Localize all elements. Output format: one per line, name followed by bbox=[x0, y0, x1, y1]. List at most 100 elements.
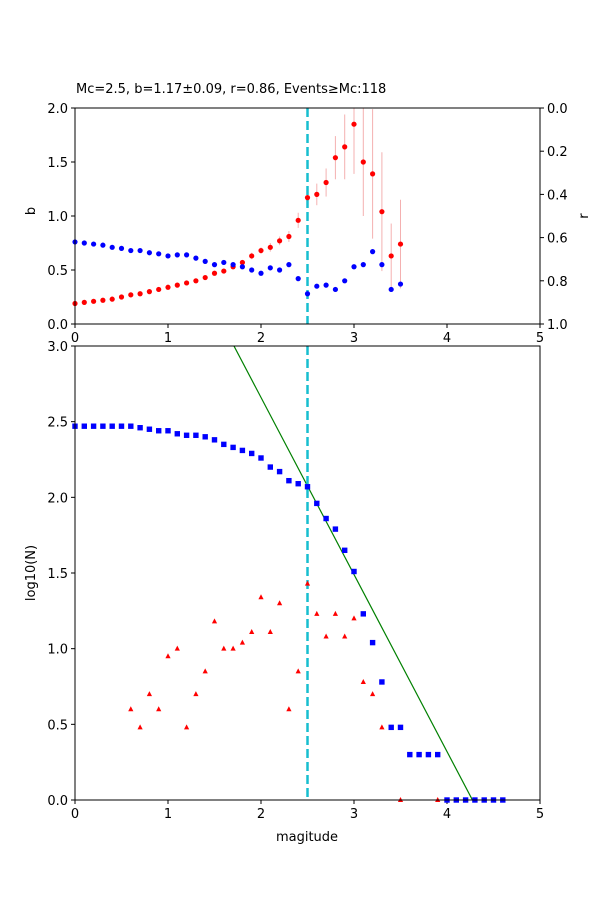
top-y-right-tick-label: 0.8 bbox=[547, 275, 568, 290]
cumulative-point bbox=[267, 464, 273, 470]
cumulative-point bbox=[379, 679, 385, 685]
noncumulative-point bbox=[239, 639, 245, 645]
noncumulative-point bbox=[342, 633, 348, 639]
r-value-point bbox=[193, 255, 199, 261]
r-value-point bbox=[370, 249, 376, 255]
b-value-point bbox=[184, 280, 190, 286]
r-value-point bbox=[360, 262, 366, 268]
top-y-right-tick-label: 0.4 bbox=[547, 188, 568, 203]
noncumulative-point bbox=[360, 678, 366, 684]
b-value-point bbox=[100, 297, 106, 303]
cumulative-point bbox=[193, 432, 199, 438]
bottom-y-tick-label: 2.5 bbox=[47, 416, 68, 431]
bottom-y-tick-label: 0.5 bbox=[47, 718, 68, 733]
bottom-x-tick-label: 4 bbox=[443, 807, 451, 822]
b-value-point bbox=[388, 253, 394, 259]
r-value-point bbox=[379, 262, 385, 268]
r-value-point bbox=[249, 267, 255, 273]
cumulative-point bbox=[304, 484, 311, 490]
r-value-point bbox=[230, 262, 236, 268]
noncumulative-point bbox=[165, 653, 171, 659]
cumulative-point bbox=[332, 526, 339, 532]
cumulative-point bbox=[314, 500, 320, 507]
r-value-point bbox=[100, 242, 106, 248]
cumulative-point bbox=[342, 547, 348, 553]
top-x-tick-label: 2 bbox=[257, 331, 265, 346]
noncumulative-point bbox=[370, 691, 376, 697]
r-value-point bbox=[174, 252, 180, 258]
top-y-right-tick-label: 0.2 bbox=[547, 145, 568, 160]
top-x-tick-label: 3 bbox=[350, 331, 358, 346]
r-value-point bbox=[211, 262, 218, 268]
bottom-y-tick-label: 0.0 bbox=[47, 794, 68, 809]
bottom-y-tick-label: 3.0 bbox=[47, 340, 68, 355]
cumulative-point bbox=[397, 724, 404, 731]
top-y-tick-label: 0.5 bbox=[47, 264, 68, 279]
bottom-chart: 0 1 2 3 4 5 0.0 0.5 1.0 1.5 2.0 2.5 3.0 bbox=[47, 340, 544, 822]
noncumulative-point bbox=[379, 724, 385, 730]
cumulative-point bbox=[351, 568, 357, 575]
top-y-right-tick-label: 0.6 bbox=[547, 232, 568, 247]
cumulative-point bbox=[360, 611, 366, 617]
noncumulative-point bbox=[137, 724, 143, 730]
b-value-point bbox=[118, 294, 125, 300]
top-y-right-tick-label: 1.0 bbox=[547, 318, 568, 333]
b-value-point bbox=[295, 217, 301, 223]
r-value-point bbox=[267, 265, 273, 271]
b-value-point bbox=[165, 284, 171, 290]
noncumulative-point bbox=[230, 645, 236, 651]
top-x-tick-label: 5 bbox=[536, 331, 544, 346]
cumulative-point bbox=[323, 515, 329, 522]
r-value-point bbox=[146, 250, 152, 256]
r-value-point bbox=[81, 240, 87, 246]
top-chart-title: Mc=2.5, b=1.17±0.09, r=0.86, Events≥Mc:1… bbox=[76, 82, 386, 97]
noncumulative-point bbox=[277, 600, 283, 606]
b-value-point bbox=[304, 195, 311, 201]
cumulative-point bbox=[249, 450, 255, 457]
top-x-tick-label: 1 bbox=[164, 331, 172, 346]
noncumulative-point bbox=[351, 615, 357, 621]
b-value-point bbox=[342, 144, 348, 150]
top-y-label: b bbox=[24, 207, 39, 215]
r-value-point bbox=[351, 264, 357, 270]
bottom-y-label: log10(N) bbox=[24, 545, 39, 601]
noncumulative-point bbox=[267, 629, 273, 635]
r-value-point bbox=[239, 264, 245, 270]
top-y-tick-label: 1.0 bbox=[47, 210, 68, 225]
noncumulative-point bbox=[128, 706, 134, 712]
noncumulative-point bbox=[249, 629, 255, 635]
cumulative-point bbox=[416, 751, 422, 758]
b-value-point bbox=[202, 274, 208, 281]
cumulative-point bbox=[295, 481, 301, 487]
bottom-y-tick-label: 1.5 bbox=[47, 567, 68, 582]
noncumulative-point bbox=[193, 691, 199, 697]
cumulative-point bbox=[183, 432, 190, 438]
cumulative-point bbox=[100, 423, 106, 429]
b-value-point bbox=[137, 291, 143, 297]
b-value-point bbox=[397, 241, 404, 247]
r-value-point bbox=[314, 283, 320, 289]
cumulative-point bbox=[286, 477, 292, 484]
cumulative-point bbox=[276, 468, 283, 475]
r-value-point bbox=[156, 251, 162, 257]
b-value-point bbox=[211, 270, 218, 276]
cumulative-point bbox=[146, 426, 153, 432]
cumulative-point bbox=[90, 423, 97, 429]
bottom-x-tick-label: 3 bbox=[350, 807, 358, 822]
b-value-point bbox=[249, 253, 255, 259]
r-value-point bbox=[202, 258, 208, 264]
bottom-x-tick-label: 1 bbox=[164, 807, 172, 822]
top-axes-frame bbox=[74, 107, 541, 325]
cumulative-point bbox=[221, 441, 227, 448]
noncumulative-point bbox=[258, 594, 264, 600]
cumulative-point bbox=[211, 437, 218, 443]
b-value-point bbox=[128, 292, 134, 298]
b-value-point bbox=[360, 159, 366, 165]
b-value-point bbox=[109, 296, 115, 302]
cumulative-point bbox=[81, 423, 87, 429]
r-value-point bbox=[397, 281, 404, 287]
noncumulative-point bbox=[202, 668, 208, 674]
bottom-y-tick-label: 2.0 bbox=[47, 491, 68, 506]
r-value-point bbox=[323, 282, 329, 288]
